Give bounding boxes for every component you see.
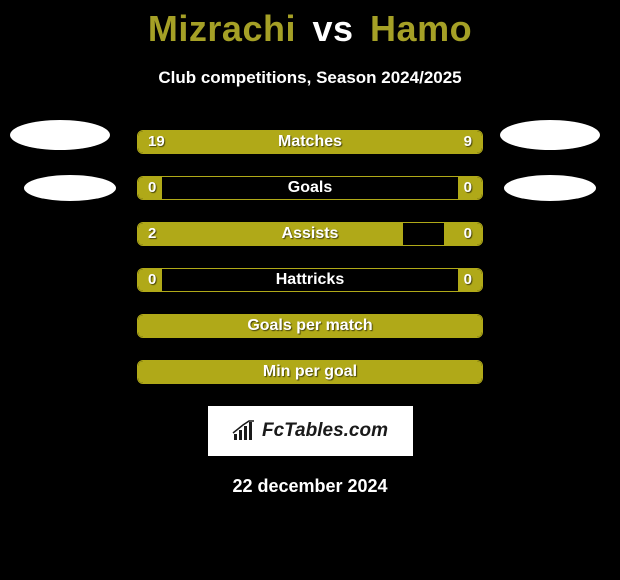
stat-row: Goals per match	[137, 314, 483, 338]
stat-value-right: 0	[454, 177, 482, 199]
date-label: 22 december 2024	[0, 476, 620, 497]
subtitle: Club competitions, Season 2024/2025	[0, 68, 620, 88]
logo-text: FcTables.com	[262, 420, 388, 442]
logo-box: FcTables.com	[208, 406, 413, 456]
stat-label: Min per goal	[138, 361, 482, 383]
player1-name: Mizrachi	[148, 8, 296, 49]
stat-row: Matches19 9	[137, 130, 483, 154]
stat-label: Goals	[138, 177, 482, 199]
stat-row: Goals0 0	[137, 176, 483, 200]
stat-label: Goals per match	[138, 315, 482, 337]
stat-value-left: 0	[138, 269, 166, 291]
decorative-ellipse	[10, 120, 110, 150]
stat-value-left: 0	[138, 177, 166, 199]
stat-label: Matches	[138, 131, 482, 153]
stat-label: Hattricks	[138, 269, 482, 291]
stat-row: Assists2 0	[137, 222, 483, 246]
stat-label: Assists	[138, 223, 482, 245]
chart-icon	[232, 420, 258, 442]
stat-value-right: 0	[454, 223, 482, 245]
stat-value-right: 0	[454, 269, 482, 291]
stat-value-left: 19	[138, 131, 175, 153]
stats-area: Matches199Goals00Assists20Hattricks00Goa…	[0, 130, 620, 384]
decorative-ellipse	[504, 175, 596, 201]
stat-value-left: 2	[138, 223, 166, 245]
comparison-title: Mizrachi vs Hamo	[0, 0, 620, 50]
vs-label: vs	[312, 8, 353, 49]
stat-value-right: 9	[454, 131, 482, 153]
stat-row: Hattricks0 0	[137, 268, 483, 292]
decorative-ellipse	[500, 120, 600, 150]
player2-name: Hamo	[370, 8, 472, 49]
stat-row: Min per goal	[137, 360, 483, 384]
decorative-ellipse	[24, 175, 116, 201]
